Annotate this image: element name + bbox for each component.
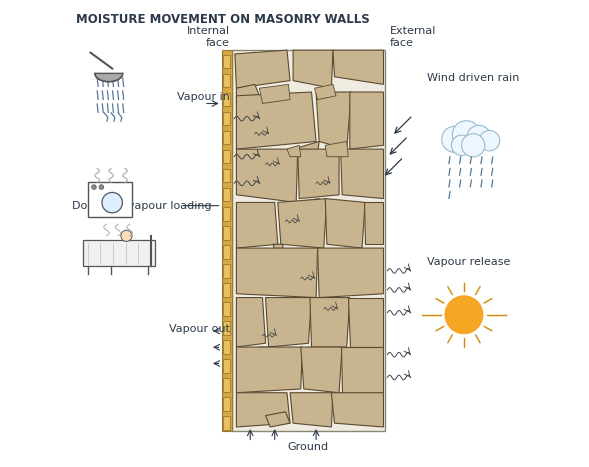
Circle shape — [451, 135, 472, 156]
Polygon shape — [236, 149, 297, 202]
Polygon shape — [223, 169, 230, 183]
Text: Ground: Ground — [288, 442, 329, 453]
Polygon shape — [293, 142, 319, 157]
Polygon shape — [223, 417, 230, 430]
Polygon shape — [95, 73, 123, 82]
Polygon shape — [223, 112, 230, 125]
Polygon shape — [333, 50, 383, 85]
Polygon shape — [236, 92, 316, 149]
Polygon shape — [297, 149, 339, 198]
Circle shape — [466, 125, 491, 149]
Polygon shape — [223, 93, 230, 106]
Polygon shape — [223, 55, 230, 68]
Polygon shape — [223, 378, 230, 392]
Text: Wind driven rain: Wind driven rain — [427, 73, 519, 83]
Polygon shape — [236, 248, 317, 297]
Polygon shape — [293, 198, 320, 210]
Polygon shape — [223, 188, 230, 201]
Polygon shape — [259, 85, 290, 103]
Polygon shape — [307, 347, 324, 354]
Polygon shape — [317, 248, 383, 297]
Polygon shape — [223, 340, 230, 354]
Polygon shape — [273, 244, 284, 252]
FancyBboxPatch shape — [88, 183, 132, 217]
Polygon shape — [293, 50, 333, 88]
Circle shape — [442, 126, 468, 152]
Circle shape — [445, 295, 484, 334]
Polygon shape — [223, 397, 230, 411]
Polygon shape — [235, 50, 290, 88]
Polygon shape — [223, 264, 230, 277]
Polygon shape — [258, 347, 274, 354]
Text: MOISTURE MOVEMENT ON MASONRY WALLS: MOISTURE MOVEMENT ON MASONRY WALLS — [77, 13, 370, 26]
Polygon shape — [340, 347, 383, 393]
Polygon shape — [223, 74, 230, 87]
Polygon shape — [223, 226, 230, 240]
Polygon shape — [236, 393, 290, 427]
Polygon shape — [223, 283, 230, 297]
Circle shape — [121, 230, 132, 241]
Polygon shape — [287, 145, 301, 157]
Polygon shape — [223, 245, 230, 259]
Polygon shape — [236, 202, 278, 248]
Polygon shape — [223, 302, 230, 316]
Polygon shape — [232, 50, 385, 431]
Polygon shape — [266, 412, 290, 427]
Polygon shape — [223, 207, 230, 220]
Polygon shape — [348, 297, 383, 347]
Circle shape — [479, 130, 499, 151]
Polygon shape — [221, 50, 232, 431]
Polygon shape — [223, 321, 230, 335]
Circle shape — [102, 192, 123, 213]
Polygon shape — [316, 92, 351, 149]
Text: Vapour out: Vapour out — [168, 324, 230, 333]
Polygon shape — [363, 202, 383, 244]
Polygon shape — [236, 347, 302, 393]
Polygon shape — [223, 360, 230, 373]
Polygon shape — [332, 393, 383, 427]
Circle shape — [462, 134, 485, 157]
Polygon shape — [325, 142, 348, 157]
FancyBboxPatch shape — [83, 241, 155, 266]
Polygon shape — [301, 347, 342, 393]
Text: Vapour release: Vapour release — [427, 257, 510, 267]
Polygon shape — [325, 198, 365, 248]
Text: Domestic vapour loading: Domestic vapour loading — [72, 201, 211, 211]
Polygon shape — [310, 297, 350, 347]
Polygon shape — [266, 297, 312, 347]
Polygon shape — [278, 198, 327, 248]
Circle shape — [92, 185, 96, 190]
Polygon shape — [290, 393, 333, 427]
Polygon shape — [315, 85, 336, 99]
Circle shape — [452, 120, 480, 149]
Text: Vapour in: Vapour in — [177, 92, 230, 102]
Text: Internal
face: Internal face — [186, 26, 230, 48]
Polygon shape — [236, 85, 259, 103]
Polygon shape — [223, 150, 230, 163]
Circle shape — [99, 185, 104, 190]
Text: External
face: External face — [390, 26, 436, 48]
Polygon shape — [340, 149, 383, 198]
Polygon shape — [223, 131, 230, 144]
Polygon shape — [350, 92, 383, 149]
Polygon shape — [236, 297, 266, 347]
